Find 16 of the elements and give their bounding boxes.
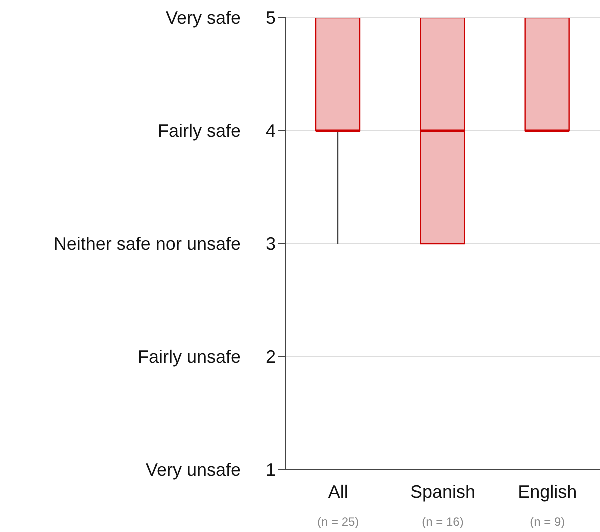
x-tick-label: English [518, 482, 578, 502]
text: Very unsafe [146, 460, 241, 480]
x-tick-label: Spanish [410, 482, 476, 502]
y-tick-label: 1 [266, 460, 276, 480]
text: Fairly safe [158, 121, 241, 141]
x-tick-label: All [328, 482, 348, 502]
text: (n = 16) [422, 515, 464, 529]
text: (n = 25) [317, 515, 360, 529]
y-tick-label: 4 [266, 121, 276, 141]
text: (n = 9) [530, 515, 566, 529]
y-tick-label: 2 [266, 347, 276, 367]
y-tick-label: 5 [266, 8, 276, 28]
y-tick-label: 3 [266, 234, 276, 254]
text: Very safe [166, 8, 241, 28]
text: Fairly unsafe [138, 347, 241, 367]
text: Neither safe nor unsafe [54, 234, 241, 254]
